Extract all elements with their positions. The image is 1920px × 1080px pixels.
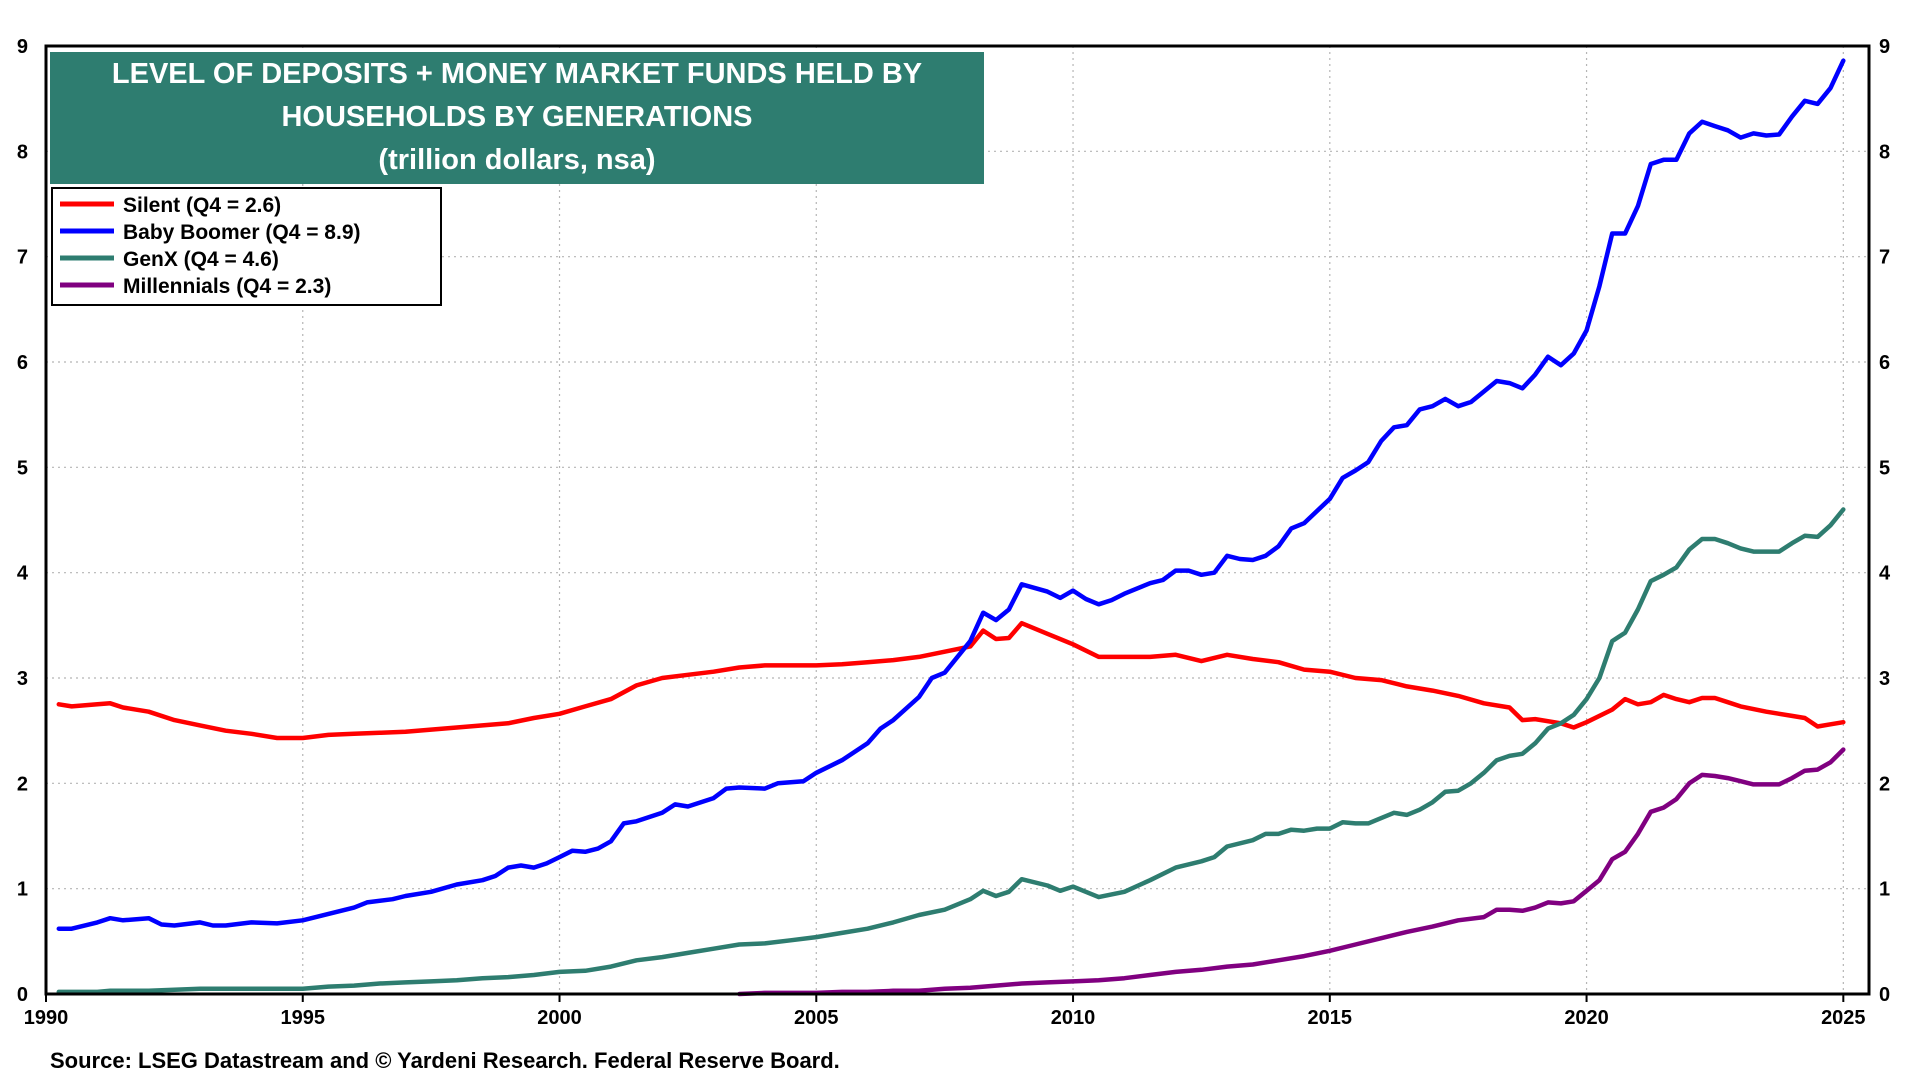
- title-box-background: [50, 52, 984, 184]
- series-line-silent: [56, 620, 1846, 741]
- y-tick-label-right-6: 6: [1879, 352, 1890, 374]
- x-tick-label-2005: 2005: [794, 1007, 839, 1029]
- chart-title-line-1: LEVEL OF DEPOSITS + MONEY MARKET FUNDS H…: [112, 58, 922, 90]
- y-tick-label-right-5: 5: [1879, 457, 1890, 479]
- legend-label-baby-boomer: Baby Boomer (Q4 = 8.9): [123, 221, 361, 244]
- y-tick-label-left-5: 5: [17, 457, 28, 479]
- legend-label-millennials: Millennials (Q4 = 2.3): [123, 275, 331, 298]
- y-tick-label-left-2: 2: [17, 773, 28, 795]
- legend-box: [51, 187, 442, 306]
- y-tick-label-right-8: 8: [1879, 141, 1890, 163]
- chart-subtitle: (trillion dollars, nsa): [378, 144, 655, 176]
- y-tick-label-right-3: 3: [1879, 668, 1890, 690]
- series-line-baby-boomer: [56, 58, 1846, 931]
- y-tick-label-right-0: 0: [1879, 984, 1890, 1006]
- y-tick-label-left-3: 3: [17, 668, 28, 690]
- title-box: LEVEL OF DEPOSITS + MONEY MARKET FUNDS H…: [50, 52, 984, 184]
- x-tick-label-1995: 1995: [281, 1007, 326, 1029]
- legend-item-millennials: Millennials (Q4 = 2.3): [60, 275, 331, 298]
- y-tick-label-left-9: 9: [17, 36, 28, 58]
- series-line-millennials: [737, 747, 1846, 997]
- source-note: Source: LSEG Datastream and © Yardeni Re…: [50, 1048, 840, 1073]
- x-tick-label-1990: 1990: [24, 1007, 69, 1029]
- x-tick-label-2015: 2015: [1308, 1007, 1353, 1029]
- y-tick-label-left-4: 4: [17, 563, 29, 585]
- chart-title-line-2: HOUSEHOLDS BY GENERATIONS: [281, 101, 752, 133]
- y-tick-label-left-1: 1: [17, 879, 28, 901]
- y-tick-label-left-7: 7: [17, 247, 28, 269]
- legend-item-silent: Silent (Q4 = 2.6): [60, 194, 281, 217]
- legend: Silent (Q4 = 2.6) Baby Boomer (Q4 = 8.9)…: [51, 187, 442, 306]
- legend-item-baby-boomer: Baby Boomer (Q4 = 8.9): [60, 221, 361, 244]
- legend-label-silent: Silent (Q4 = 2.6): [123, 194, 281, 217]
- x-tick-label-2010: 2010: [1051, 1007, 1096, 1029]
- y-tick-label-right-9: 9: [1879, 36, 1890, 58]
- series-layer: [56, 58, 1846, 997]
- y-tick-label-left-0: 0: [17, 984, 28, 1006]
- y-tick-label-right-2: 2: [1879, 773, 1890, 795]
- x-tick-label-2000: 2000: [537, 1007, 582, 1029]
- y-tick-label-right-4: 4: [1879, 563, 1891, 585]
- x-tick-label-2025: 2025: [1821, 1007, 1866, 1029]
- y-tick-label-left-6: 6: [17, 352, 28, 374]
- legend-label-genx: GenX (Q4 = 4.6): [123, 248, 279, 271]
- series-line-genx: [56, 507, 1846, 995]
- gridlines: [46, 46, 1869, 994]
- y-tick-label-right-1: 1: [1879, 879, 1890, 901]
- y-tick-label-left-8: 8: [17, 141, 28, 163]
- legend-item-genx: GenX (Q4 = 4.6): [60, 248, 279, 271]
- x-tick-label-2020: 2020: [1564, 1007, 1609, 1029]
- y-tick-label-right-7: 7: [1879, 247, 1890, 269]
- plot-frame: [44, 44, 1871, 996]
